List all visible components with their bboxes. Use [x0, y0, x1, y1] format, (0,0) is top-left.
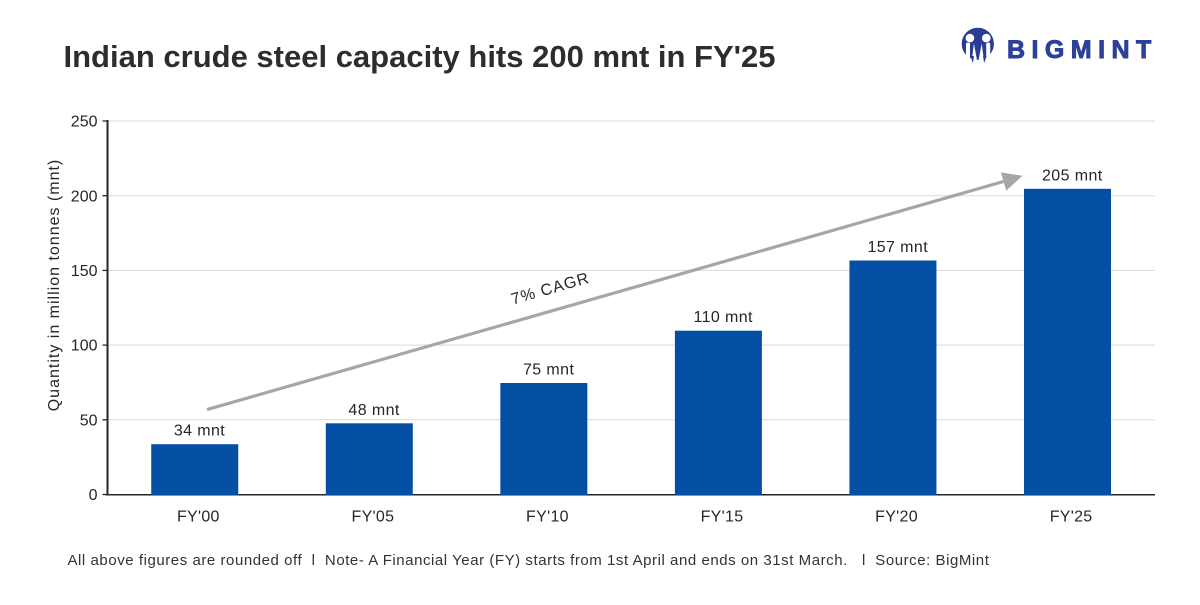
svg-text:75 mnt: 75 mnt	[523, 362, 574, 379]
svg-text:34 mnt: 34 mnt	[174, 423, 225, 440]
svg-text:FY'00: FY'00	[177, 509, 220, 526]
svg-text:All above figures are rounded: All above figures are rounded off l Note…	[68, 552, 990, 569]
svg-text:0: 0	[89, 487, 98, 504]
svg-text:FY'05: FY'05	[352, 509, 395, 526]
svg-text:200: 200	[71, 188, 98, 205]
svg-text:100: 100	[71, 338, 98, 355]
svg-text:BIGMINT: BIGMINT	[1007, 36, 1158, 64]
svg-text:FY'20: FY'20	[875, 509, 918, 526]
svg-text:48 mnt: 48 mnt	[348, 402, 399, 419]
svg-text:205 mnt: 205 mnt	[1042, 167, 1103, 184]
svg-text:150: 150	[71, 263, 98, 280]
svg-text:250: 250	[71, 114, 98, 131]
svg-text:FY'10: FY'10	[526, 509, 569, 526]
svg-text:50: 50	[80, 412, 98, 429]
svg-text:Quantity in million tonnes (mn: Quantity in million tonnes (mnt)	[46, 159, 63, 412]
svg-text:FY'25: FY'25	[1050, 509, 1093, 526]
svg-text:Indian crude steel capacity hi: Indian crude steel capacity hits 200 mnt…	[64, 39, 776, 74]
svg-text:FY'15: FY'15	[701, 509, 744, 526]
svg-text:157 mnt: 157 mnt	[867, 239, 928, 256]
svg-text:110 mnt: 110 mnt	[693, 309, 753, 326]
